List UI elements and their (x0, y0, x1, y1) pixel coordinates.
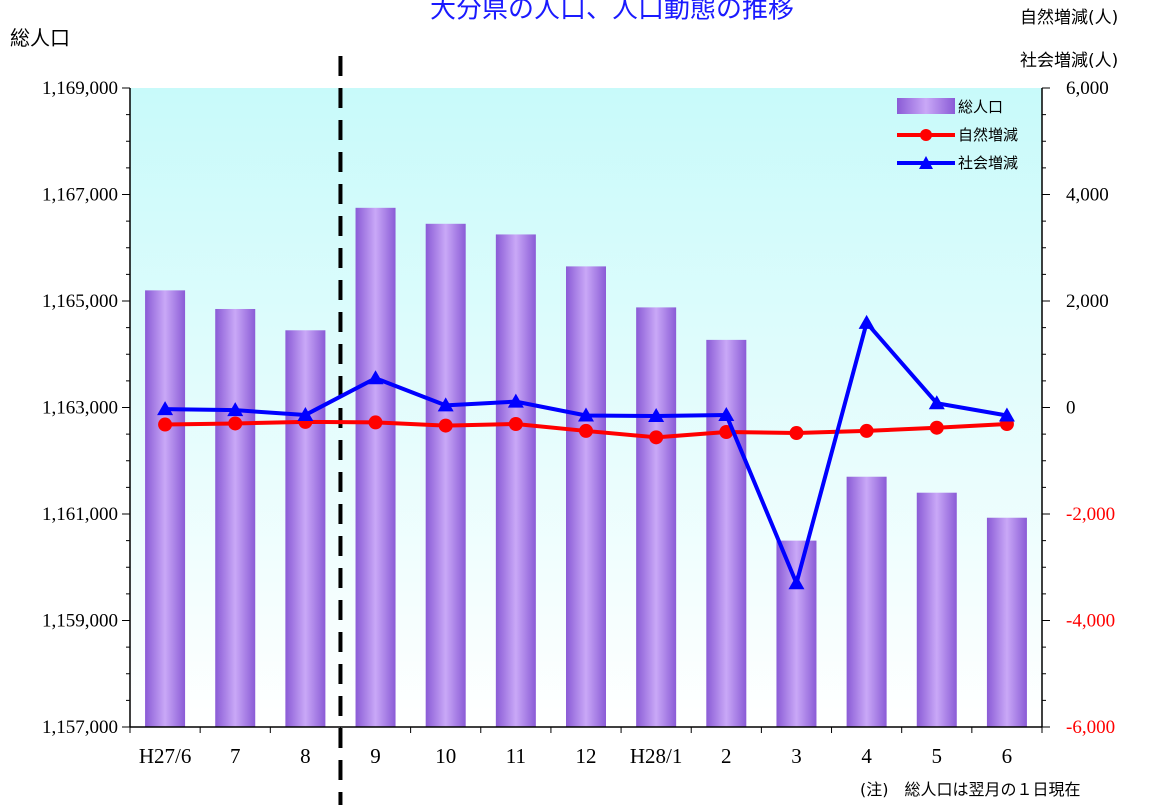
point-natural-11 (929, 420, 944, 435)
x-tick-label: 10 (435, 744, 456, 768)
right-tick-label: -6,000 (1066, 717, 1115, 738)
footnote: (注) 総人口は翌月の１日現在 (860, 780, 1081, 799)
bar-population-0 (145, 290, 186, 727)
point-social-8 (718, 406, 735, 421)
point-natural-10 (859, 423, 874, 438)
point-natural-4 (438, 418, 453, 433)
legend-swatch-population (897, 98, 955, 114)
left-tick-label: 1,169,000 (42, 78, 118, 99)
bar-population-3 (355, 207, 396, 727)
point-social-6 (578, 407, 594, 422)
left-tick-label: 1,159,000 (42, 611, 118, 632)
left-tick-label: 1,165,000 (42, 291, 118, 312)
x-tick-label: 8 (300, 744, 311, 768)
bar-population-2 (285, 330, 326, 727)
bar-population-6 (566, 266, 606, 727)
point-natural-0 (158, 417, 173, 432)
x-tick-label: H28/1 (630, 744, 683, 768)
right-axis-title-social: 社会増減(人) (1020, 51, 1118, 71)
point-social-7 (648, 408, 665, 423)
bar-population-9 (776, 540, 817, 727)
bar-population-5 (495, 234, 536, 727)
x-tick-label: 11 (506, 744, 526, 768)
point-social-1 (227, 402, 244, 417)
right-tick-label: -4,000 (1066, 611, 1115, 632)
right-tick-label: 2,000 (1066, 291, 1109, 312)
line-series-group (157, 314, 1015, 590)
bar-population-7 (636, 307, 677, 727)
bar-series-group (145, 207, 1027, 727)
point-social-10 (858, 314, 875, 329)
x-tick-label: 12 (576, 744, 597, 768)
right-tick-label: 6,000 (1066, 78, 1109, 99)
legend-label-population: 総人口 (958, 98, 1003, 116)
left-axis-title: 総人口 (10, 26, 70, 50)
left-tick-label: 1,157,000 (42, 717, 118, 738)
left-tick-label: 1,161,000 (42, 504, 118, 525)
legend-marker-natural (920, 129, 932, 141)
legend-label-social: 社会増減 (958, 154, 1018, 172)
x-tick-label: 7 (230, 744, 241, 768)
point-social-5 (507, 393, 524, 408)
bar-population-8 (706, 339, 747, 727)
point-natural-1 (228, 416, 243, 431)
point-natural-5 (508, 417, 523, 432)
chart-title: 大分県の人口、人口動態の推移 (430, 0, 794, 25)
bar-population-1 (215, 308, 256, 727)
point-social-9 (788, 575, 805, 590)
x-tick-label: 2 (721, 744, 732, 768)
point-social-11 (928, 395, 945, 410)
legend: 総人口 自然増減 社会増減 (897, 98, 1018, 172)
legend-marker-social (919, 156, 933, 169)
right-tick-label: 0 (1066, 398, 1076, 419)
bar-population-11 (916, 492, 957, 727)
axes-group: 1,157,000 1,159,000 1,161,000 1,163,000 1,16… (42, 56, 1115, 805)
right-axis-title-natural: 自然増減(人) (1020, 8, 1118, 28)
point-natural-6 (579, 423, 593, 438)
bar-population-12 (986, 517, 1027, 727)
point-social-3 (367, 370, 384, 385)
legend-label-natural: 自然増減 (958, 126, 1018, 144)
bar-population-4 (425, 223, 466, 727)
point-social-4 (437, 397, 454, 412)
point-natural-3 (368, 415, 383, 430)
point-social-0 (157, 401, 174, 416)
x-tick-label: 9 (370, 744, 381, 768)
x-tick-label: H27/6 (139, 744, 192, 768)
left-tick-label: 1,167,000 (42, 185, 118, 206)
left-tick-label: 1,163,000 (42, 398, 118, 419)
right-tick-label: 4,000 (1066, 185, 1109, 206)
x-tick-label: 3 (791, 744, 802, 768)
point-social-2 (297, 406, 314, 421)
point-natural-9 (789, 426, 804, 441)
right-tick-label: -2,000 (1066, 504, 1115, 525)
x-tick-label: 4 (861, 744, 872, 768)
point-social-12 (998, 407, 1015, 422)
x-tick-label: 6 (1002, 744, 1013, 768)
point-natural-7 (649, 430, 664, 445)
x-tick-label: 5 (932, 744, 943, 768)
bar-population-10 (846, 476, 887, 727)
